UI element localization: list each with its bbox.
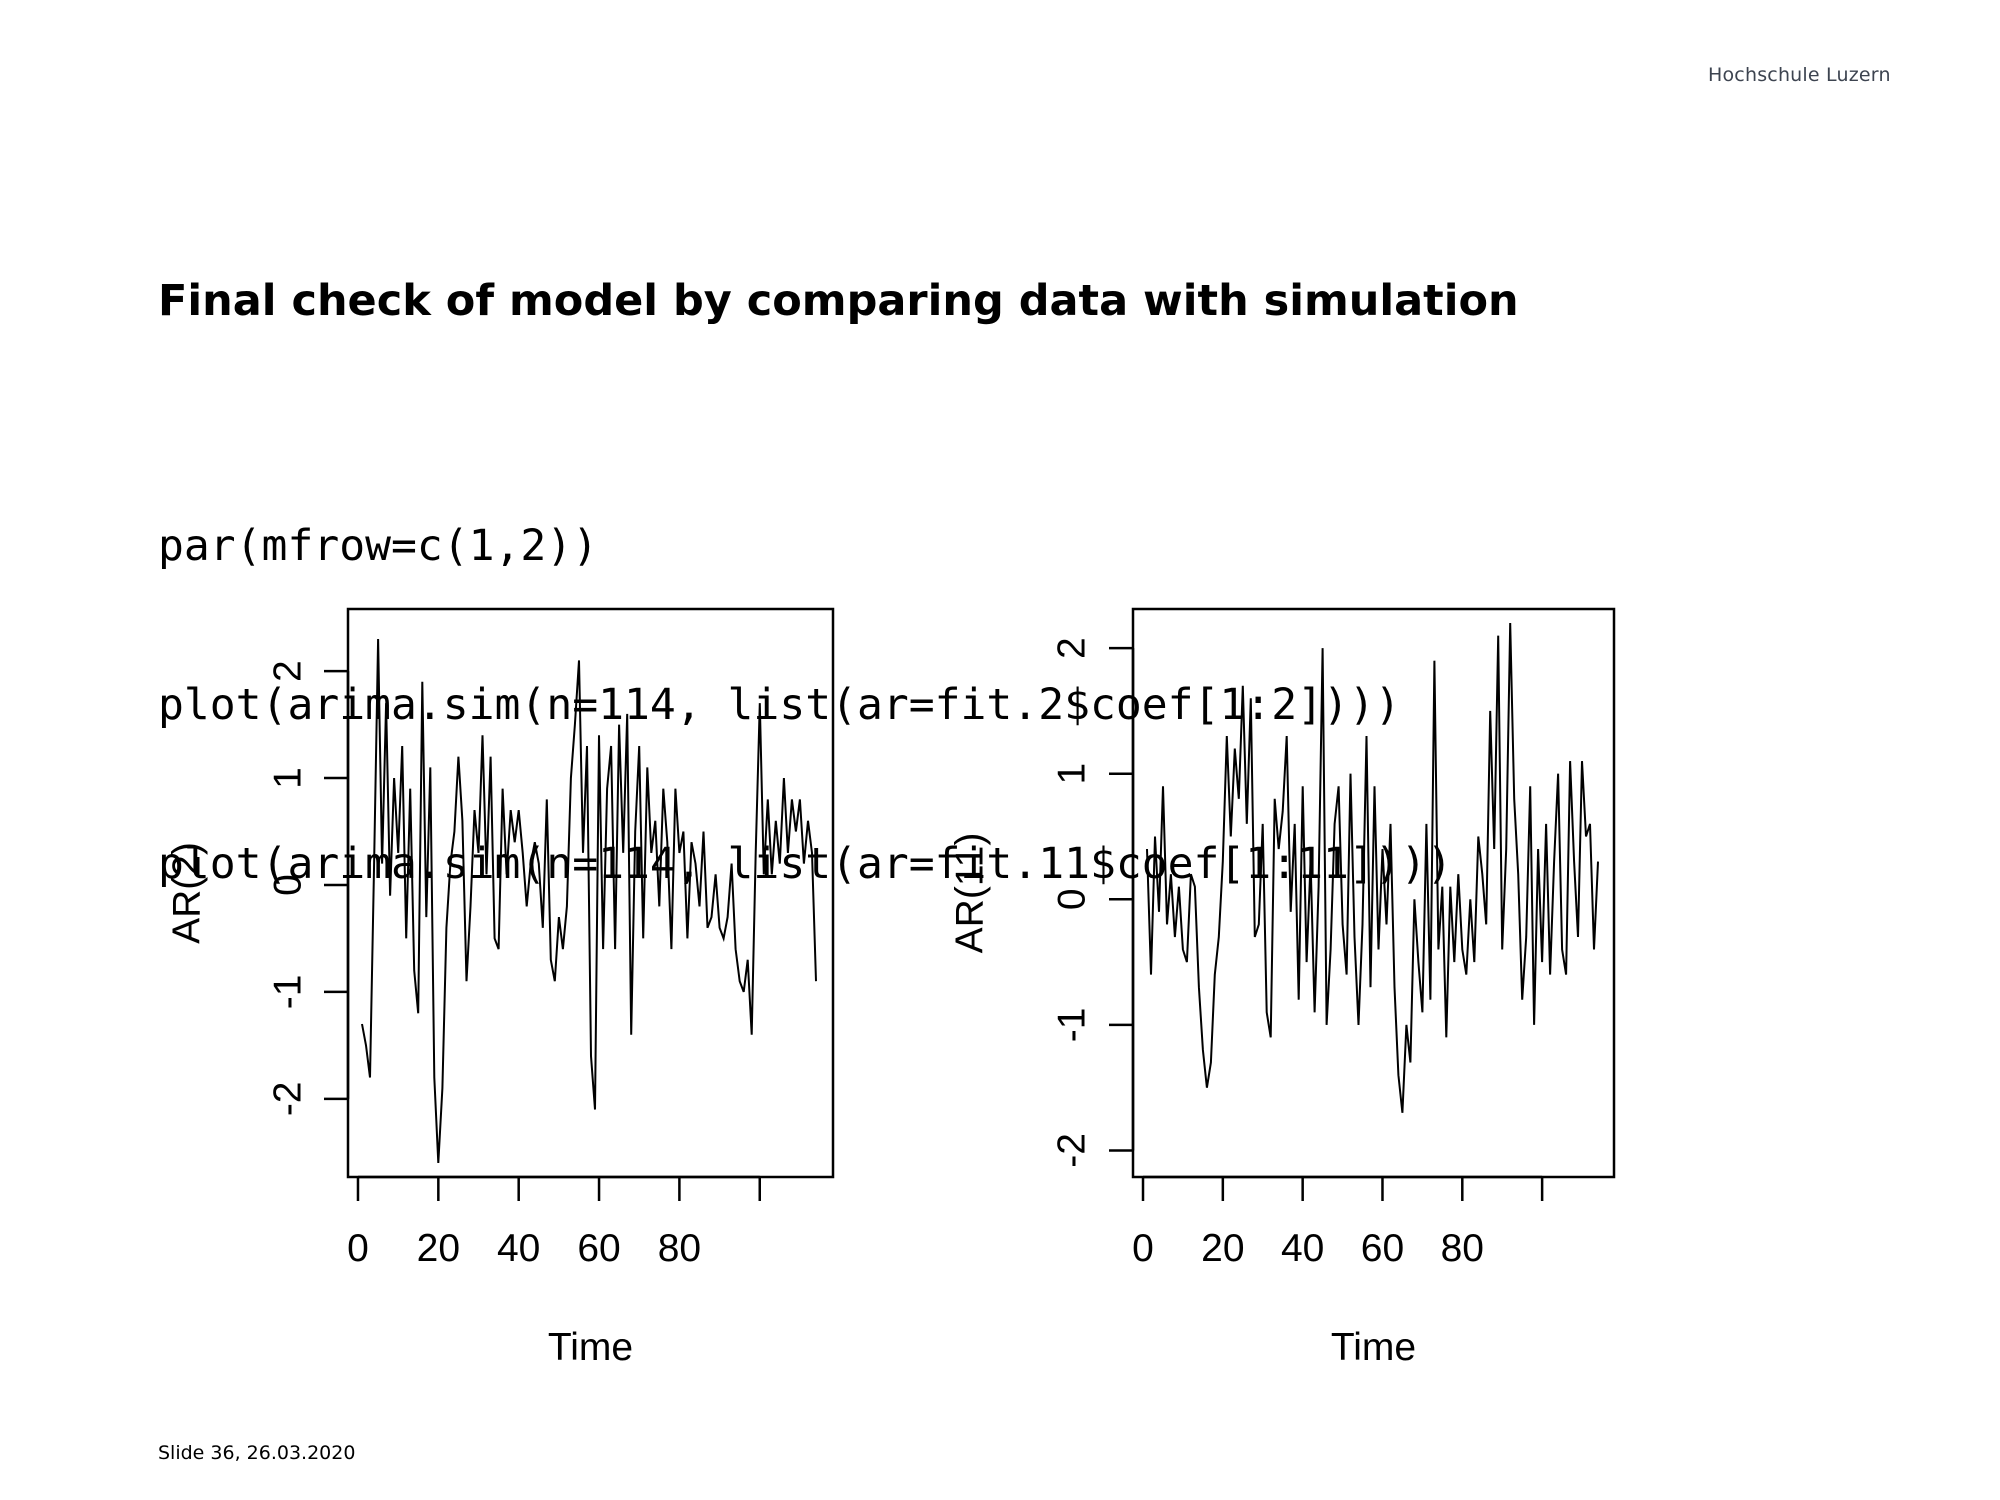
y-tick-label: 0 (1051, 888, 1094, 910)
x-tick-label: 60 (1361, 1227, 1404, 1270)
x-axis-label: Time (548, 1326, 633, 1369)
x-axis-label: Time (1331, 1326, 1416, 1369)
series-line (1146, 622, 1599, 1113)
plot-frame (1131, 607, 1616, 1179)
slide-title: Final check of model by comparing data w… (158, 276, 1519, 326)
code-line: plot(arima.sim(n=114, list(ar=fit.11$coe… (158, 839, 1453, 889)
x-tick-label: 0 (1132, 1227, 1154, 1270)
x-tick-label: 40 (497, 1227, 540, 1270)
y-tick-label: -1 (267, 975, 310, 1010)
code-line: plot(arima.sim(n=114, list(ar=fit.2$coef… (158, 680, 1401, 730)
y-tick-label: 2 (1051, 637, 1094, 659)
brand-logo-text: Hochschule Luzern (1708, 64, 1891, 86)
y-tick-label: -1 (1051, 1008, 1094, 1043)
slide-footer: Slide 36, 26.03.2020 (158, 1442, 356, 1464)
y-axis-label: AR(2) (166, 842, 209, 944)
x-tick-label: 60 (577, 1227, 620, 1270)
plot-frame (346, 607, 835, 1179)
x-tick-label: 20 (1201, 1227, 1244, 1270)
y-tick-label: -2 (267, 1081, 310, 1116)
code-block: par(mfrow=c(1,2)) plot(arima.sim(n=114, … (158, 414, 1452, 944)
x-tick-label: 80 (658, 1227, 701, 1270)
chart-ar2: 0 20 40 60 80 Time -2 -1 0 1 2 AR(2) (166, 607, 835, 1369)
y-tick-label: 0 (267, 874, 310, 896)
chart-ar11: 0 20 40 60 80 Time -2 -1 0 1 2 AR(11) (949, 607, 1616, 1369)
y-tick-label: 1 (1051, 763, 1094, 785)
y-tick-label: 2 (267, 660, 310, 682)
x-tick-label: 0 (347, 1227, 369, 1270)
y-axis-label: AR(11) (949, 833, 992, 954)
y-tick-label: 1 (267, 767, 310, 789)
x-tick-label: 40 (1281, 1227, 1324, 1270)
y-tick-label: -2 (1051, 1133, 1094, 1168)
x-tick-label: 80 (1441, 1227, 1484, 1270)
code-line: par(mfrow=c(1,2)) (158, 521, 599, 571)
series-line (361, 638, 817, 1164)
x-tick-label: 20 (417, 1227, 460, 1270)
